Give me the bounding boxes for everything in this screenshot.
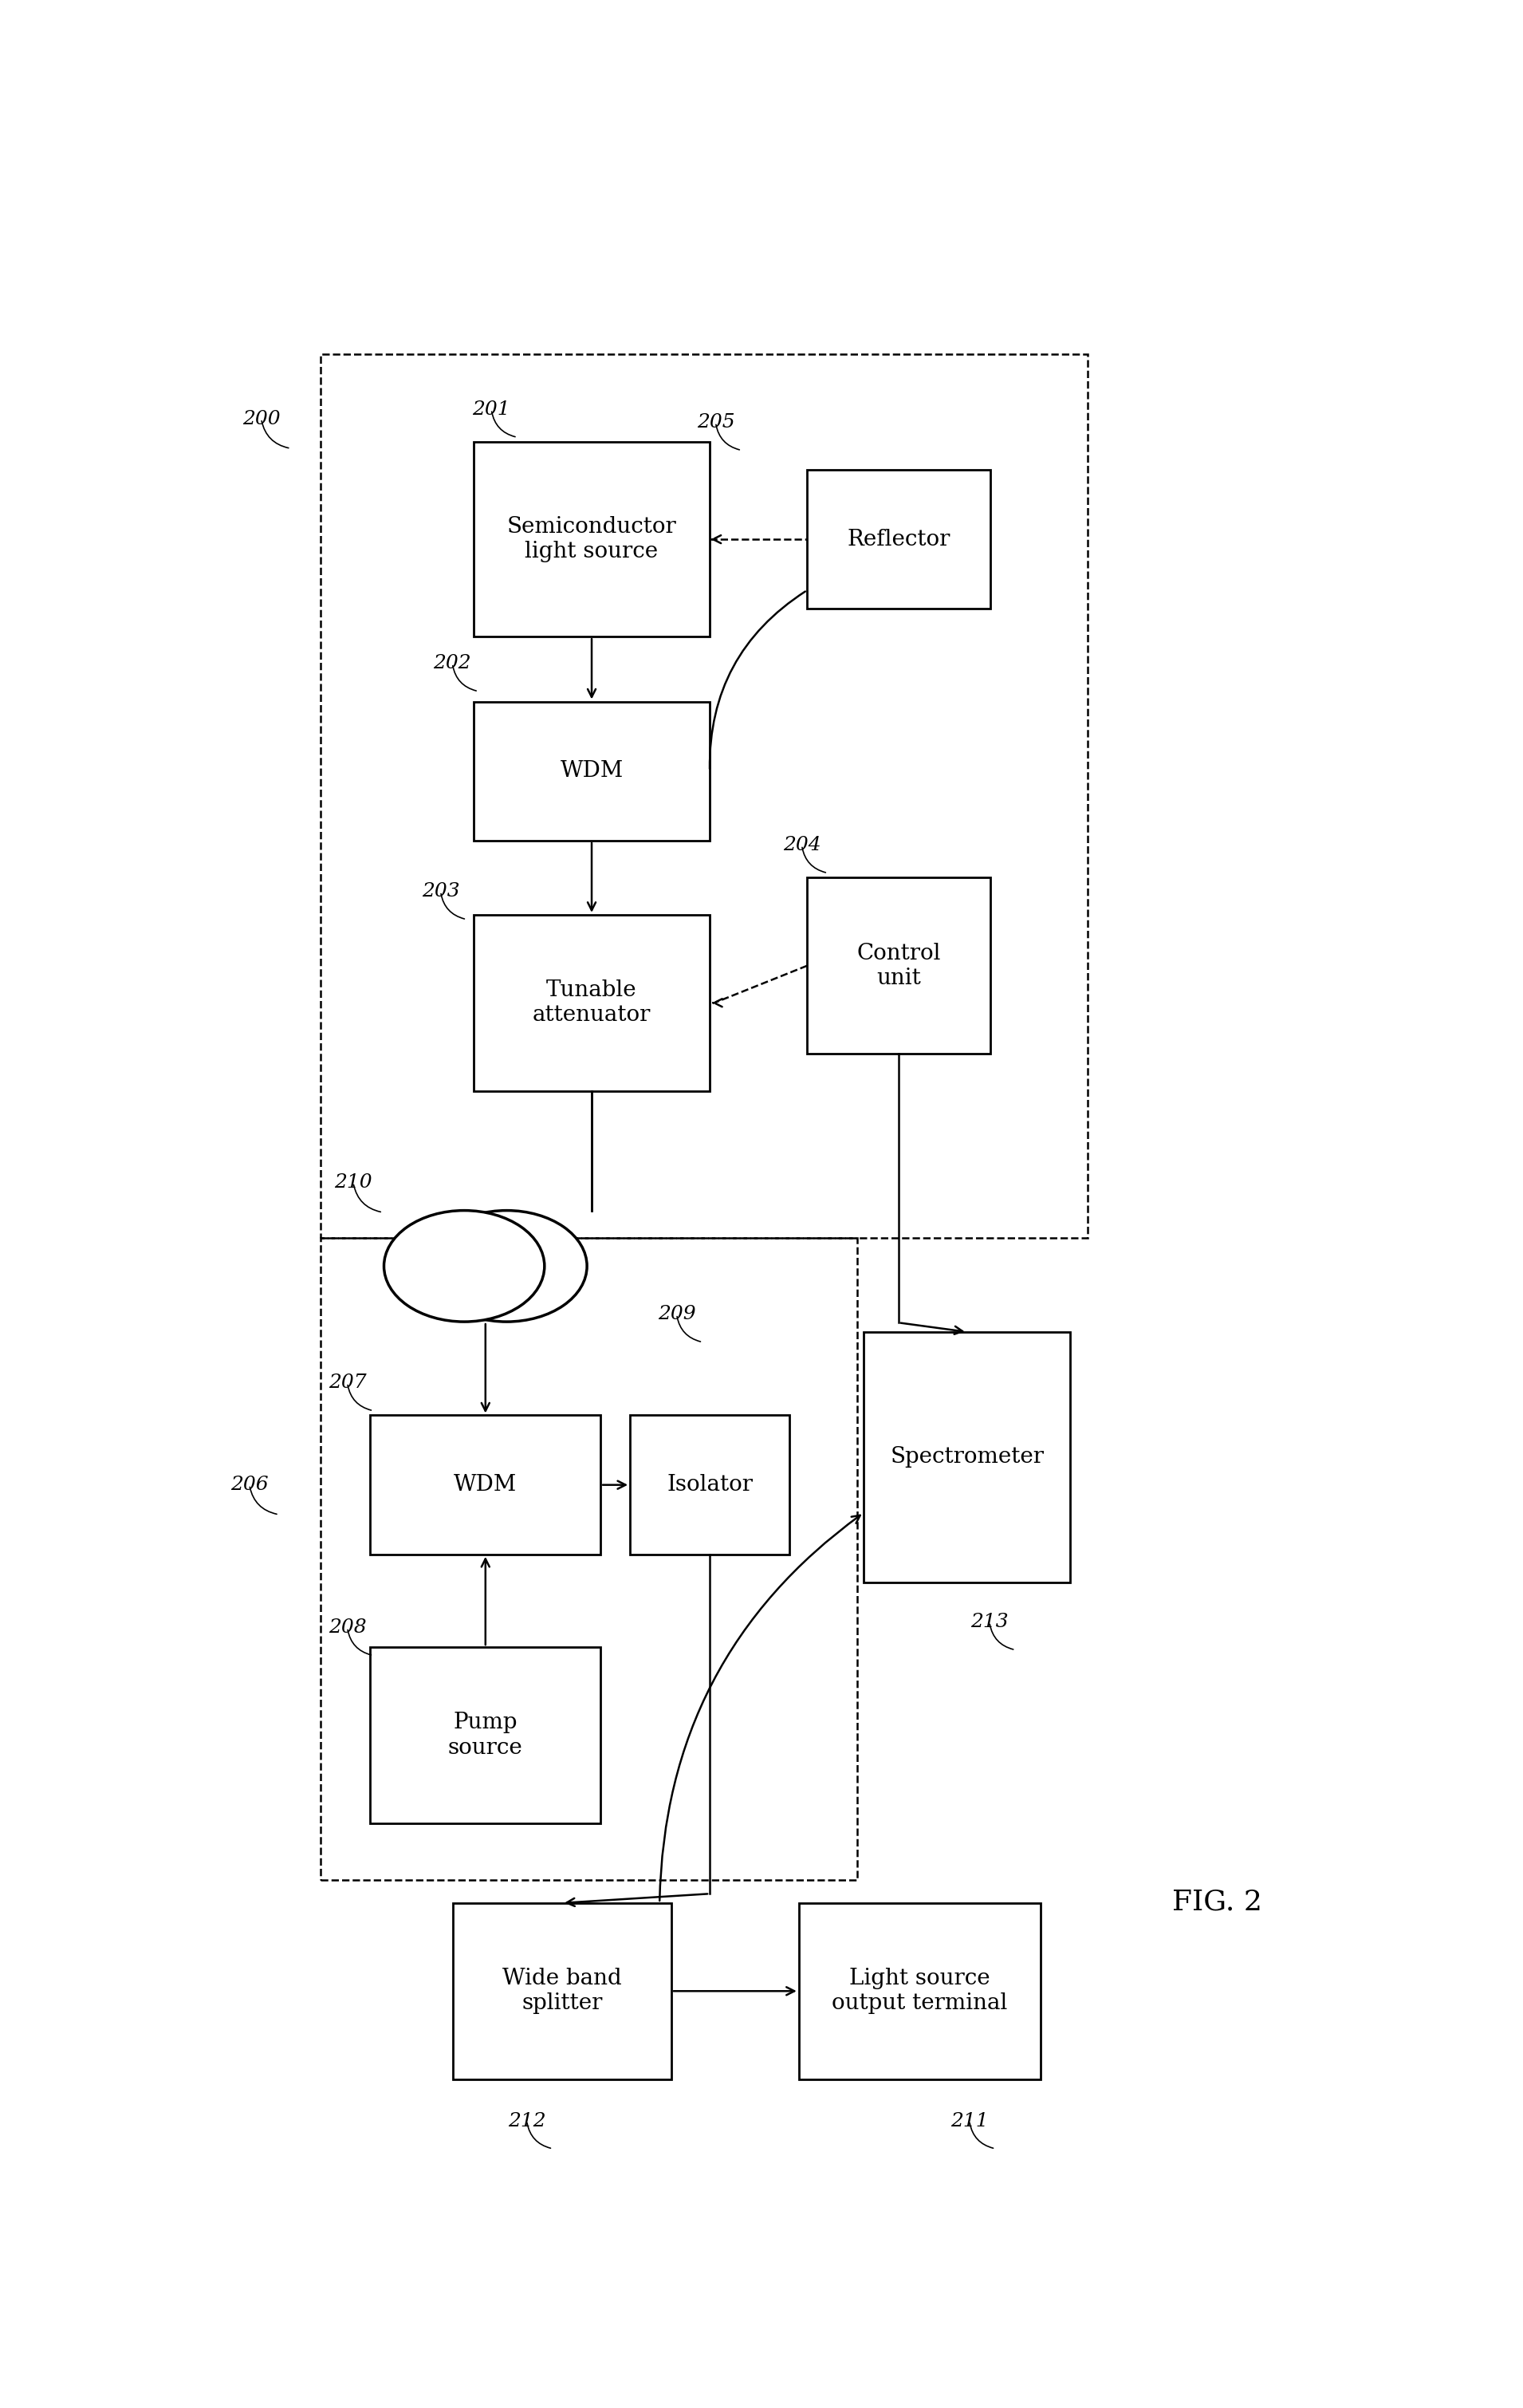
Text: 208: 208 [329,1618,367,1637]
Text: 203: 203 [422,881,460,901]
Ellipse shape [426,1211,586,1322]
Text: Spectrometer: Spectrometer [889,1447,1043,1469]
Text: 200: 200 [242,409,280,429]
Text: 213: 213 [970,1613,1008,1630]
Text: Isolator: Isolator [667,1474,752,1495]
Text: 212: 212 [507,2112,545,2131]
Bar [474,915,710,1091]
Bar [370,1647,600,1823]
Bar [474,701,710,840]
Text: Tunable
attenuator: Tunable attenuator [533,980,650,1026]
Text: 209: 209 [658,1305,696,1324]
Text: Light source
output terminal: Light source output terminal [832,1967,1008,2013]
Text: 202: 202 [434,655,472,672]
Text: Semiconductor
light source: Semiconductor light source [507,515,676,563]
Text: 211: 211 [950,2112,988,2131]
Text: 206: 206 [230,1476,268,1493]
Text: WDM: WDM [454,1474,516,1495]
Text: WDM: WDM [560,761,623,783]
Bar [800,1902,1040,2078]
Text: Reflector: Reflector [847,527,950,549]
Text: 207: 207 [329,1373,367,1392]
Bar [370,1416,600,1556]
Bar [452,1902,672,2078]
Text: 201: 201 [472,400,510,419]
Bar [807,877,990,1055]
Text: 204: 204 [783,836,821,855]
Bar [807,470,990,609]
Text: 210: 210 [334,1173,372,1192]
Text: Control
unit: Control unit [856,942,941,990]
Text: FIG. 2: FIG. 2 [1173,1888,1263,1917]
Bar [864,1332,1071,1582]
Bar [474,443,710,636]
Bar [320,354,1087,1238]
Bar [320,1238,857,1881]
Text: Pump
source: Pump source [448,1712,522,1758]
Text: Wide band
splitter: Wide band splitter [503,1967,621,2013]
Text: 205: 205 [696,414,734,431]
Ellipse shape [384,1211,545,1322]
Bar [631,1416,789,1556]
